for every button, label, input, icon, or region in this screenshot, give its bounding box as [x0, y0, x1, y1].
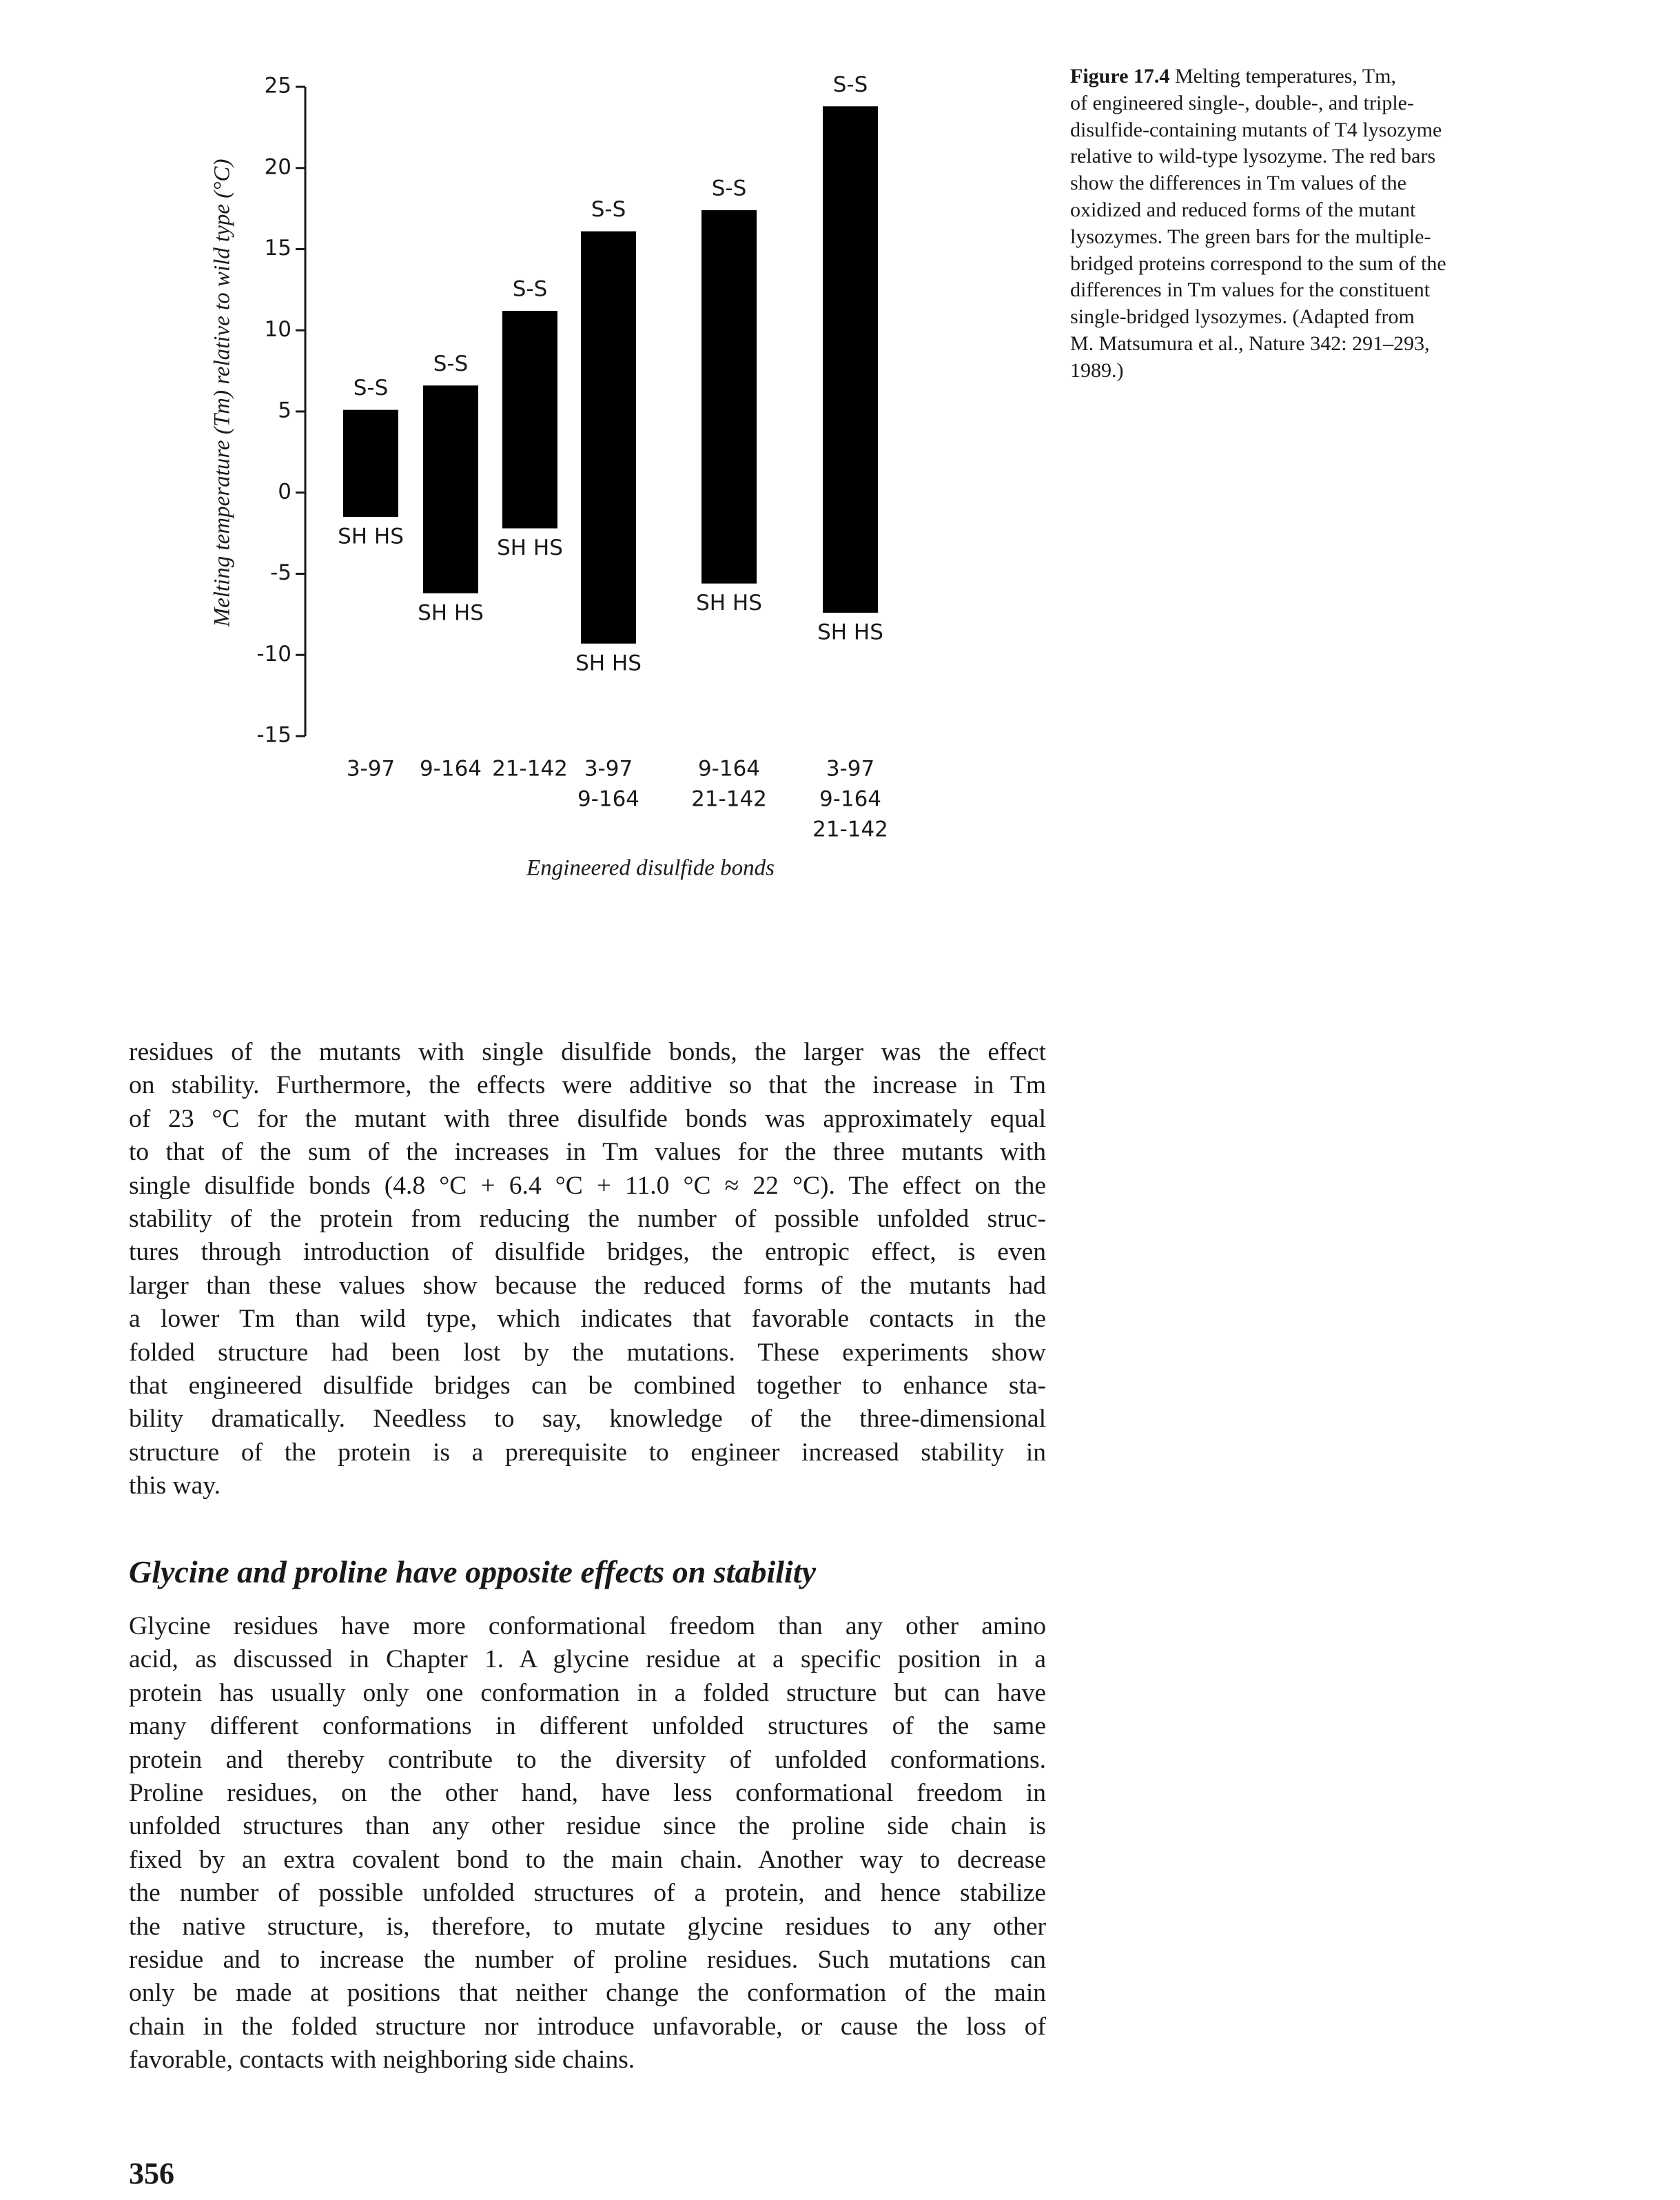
text-line: single disulfide bonds (4.8 °C + 6.4 °C …: [129, 1171, 1046, 1200]
figure: Engineered disulfide bonds Melting tempe…: [210, 72, 888, 881]
caption-line: show the differences in Tm values of the: [1070, 170, 1580, 197]
paragraph: Glycine residues have more conformationa…: [129, 1610, 1046, 2077]
x-tick-label: 9-164: [819, 787, 881, 812]
caption-line: of engineered single-, double-, and trip…: [1070, 90, 1580, 117]
text-line: unfolded structures than any other resid…: [129, 1812, 1046, 1841]
text-line: chain in the folded structure nor introd…: [129, 2012, 1046, 2041]
y-tick-label: -15: [256, 723, 291, 748]
caption-text: disulfide-containing mutants of T4 lysoz…: [1070, 118, 1442, 141]
y-tick-label: -10: [256, 642, 291, 666]
text-line: structure of the protein is a prerequisi…: [129, 1438, 1046, 1467]
x-tick-label: 9-164: [698, 757, 760, 782]
text-line: this way.: [129, 1471, 221, 1500]
caption-line: oxidized and reduced forms of the mutant: [1070, 197, 1580, 224]
caption-line: single-bridged lysozymes. (Adapted from: [1070, 304, 1580, 331]
caption-text: of engineered single-, double-, and trip…: [1070, 91, 1414, 114]
caption-line: Figure 17.4 Melting temperatures, Tm,: [1070, 63, 1580, 90]
caption-text: relative to wild-type lysozyme. The red …: [1070, 145, 1436, 168]
caption-text: bridged proteins correspond to the sum o…: [1070, 252, 1446, 275]
x-tick-label: 9-164: [420, 757, 482, 782]
text-line: the native structure, is, therefore, to …: [129, 1912, 1046, 1941]
bottom-label: SH HS: [817, 620, 883, 645]
text-line: that engineered disulfide bridges can be…: [129, 1371, 1046, 1400]
top-label: S-S: [354, 376, 389, 400]
text-line: only be made at positions that neither c…: [129, 1979, 1046, 2008]
y-axis-title: Melting temperature (Tm) relative to wil…: [210, 159, 235, 628]
bottom-label: SH HS: [497, 536, 563, 560]
top-label: S-S: [591, 197, 626, 222]
top-label: S-S: [833, 72, 868, 97]
y-tick-label: 0: [278, 479, 291, 504]
text-line: bility dramatically. Needless to say, kn…: [129, 1405, 1046, 1434]
text-line: stability of the protein from reducing t…: [129, 1204, 1046, 1233]
text-line: acid, as discussed in Chapter 1. A glyci…: [129, 1645, 1046, 1674]
text-line: to that of the sum of the increases in T…: [129, 1138, 1046, 1167]
bar: [823, 106, 878, 613]
caption-line: lysozymes. The green bars for the multip…: [1070, 224, 1580, 251]
text-line: residues of the mutants with single disu…: [129, 1038, 1046, 1066]
y-tick-label: 5: [278, 398, 291, 423]
x-axis-title: Engineered disulfide bonds: [526, 856, 775, 881]
caption-text: lysozymes. The green bars for the multip…: [1070, 225, 1431, 248]
y-tick-label: -5: [270, 560, 291, 585]
caption-text: 1989.): [1070, 358, 1124, 382]
text-line: a lower Tm than wild type, which indicat…: [129, 1305, 1046, 1334]
x-tick-label: 21-142: [691, 787, 767, 812]
caption-text: oxidized and reduced forms of the mutant: [1070, 198, 1416, 221]
x-tick-label: 9-164: [577, 787, 639, 812]
x-tick-label: 3-97: [584, 757, 633, 782]
figure-caption: Figure 17.4 Melting temperatures, Tm, of …: [1070, 63, 1580, 385]
text-line: Proline residues, on the other hand, hav…: [129, 1778, 1046, 1807]
text-line: folded structure had been lost by the mu…: [129, 1338, 1046, 1367]
page-number: 356: [129, 2157, 174, 2190]
text-line: of 23 °C for the mutant with three disul…: [129, 1104, 1046, 1133]
x-tick-label: 3-97: [347, 757, 395, 782]
x-tick-label: 21-142: [812, 817, 888, 842]
text-line: residue and to increase the number of pr…: [129, 1945, 1046, 1974]
x-tick-label: 3-97: [826, 757, 874, 782]
bar: [343, 409, 398, 518]
text-line: favorable, contacts with neighboring sid…: [129, 2046, 635, 2075]
bar: [423, 385, 478, 593]
bottom-label: SH HS: [696, 591, 762, 615]
caption-line: 1989.): [1070, 358, 1580, 385]
caption-text: differences in Tm values for the constit…: [1070, 278, 1431, 302]
caption-text: M. Matsumura et al., Nature 342: 291–293…: [1070, 332, 1430, 355]
bottom-label: SH HS: [338, 524, 404, 549]
section-heading: Glycine and proline have opposite effect…: [129, 1554, 816, 1589]
bar: [701, 210, 757, 584]
caption-line: M. Matsumura et al., Nature 342: 291–293…: [1070, 331, 1580, 358]
top-label: S-S: [433, 352, 469, 376]
text-line: fixed by an extra covalent bond to the m…: [129, 1845, 1046, 1874]
bar: [581, 231, 636, 644]
text-line: tures through introduction of disulfide …: [129, 1238, 1046, 1267]
caption-text: show the differences in Tm values of the: [1070, 172, 1406, 195]
paragraph: residues of the mutants with single disu…: [129, 1036, 1046, 1503]
figure-label: Figure 17.4: [1070, 65, 1170, 88]
bottom-label: SH HS: [418, 600, 484, 625]
caption-line: differences in Tm values for the constit…: [1070, 277, 1580, 304]
text-line: protein and thereby contribute to the di…: [129, 1745, 1046, 1774]
caption-text: single-bridged lysozymes. (Adapted from: [1070, 305, 1415, 329]
caption-text: Melting temperatures, Tm,: [1169, 65, 1396, 88]
y-tick-label: 25: [265, 74, 291, 99]
x-tick-label: 21-142: [492, 757, 568, 782]
text-line: on stability. Furthermore, the effects w…: [129, 1071, 1046, 1100]
top-label: S-S: [513, 276, 548, 301]
caption-line: relative to wild-type lysozyme. The red …: [1070, 143, 1580, 170]
text-line: many different conformations in differen…: [129, 1712, 1046, 1741]
text-line: protein has usually only one conformatio…: [129, 1678, 1046, 1707]
text-line: the number of possible unfolded structur…: [129, 1879, 1046, 1908]
y-tick-label: 15: [265, 236, 291, 261]
top-label: S-S: [712, 176, 747, 201]
text-line: Glycine residues have more conformationa…: [129, 1612, 1046, 1640]
bar: [502, 310, 557, 529]
y-tick-label: 10: [265, 317, 291, 342]
bottom-label: SH HS: [575, 651, 642, 675]
caption-line: disulfide-containing mutants of T4 lysoz…: [1070, 117, 1580, 144]
text-line: larger than these values show because th…: [129, 1271, 1046, 1300]
caption-line: bridged proteins correspond to the sum o…: [1070, 251, 1580, 278]
y-tick-label: 20: [265, 154, 291, 179]
